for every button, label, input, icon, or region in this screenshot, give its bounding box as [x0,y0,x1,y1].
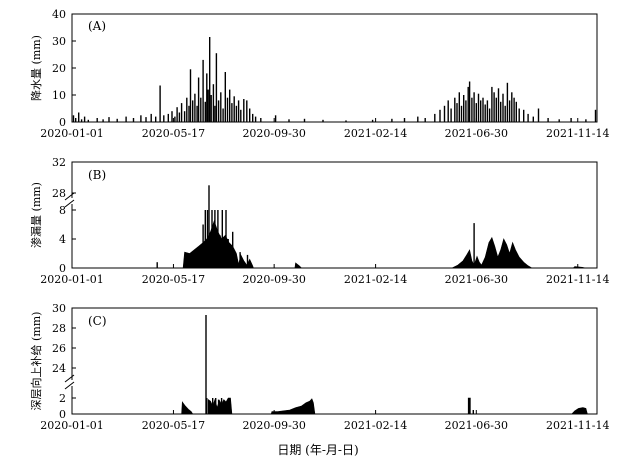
y-tick-label: 0 [59,408,66,421]
x-tick-label: 2020-01-01 [40,127,103,140]
x-tick-label: 2021-02-14 [344,273,407,286]
x-tick-label: 2021-06-30 [445,419,508,432]
area-segment [270,398,316,415]
panel-label: (B) [88,168,106,182]
x-tick-label: 2021-02-14 [344,419,407,432]
x-tick-label: 2020-09-30 [242,419,305,432]
x-tick-label: 2021-11-14 [546,127,609,140]
x-tick-label: 2021-06-30 [445,127,508,140]
panel-label: (C) [88,314,107,328]
axis-break-mark [64,374,75,383]
axis-break-gap [62,198,76,204]
y-tick-label: 40 [52,8,66,21]
panel-a-precipitation: 0 10 20 30 40 2020-01-01 2020-05-17 2020-09-30 2… [29,8,609,140]
axis-break-mark [64,199,75,208]
x-tick-label: 2021-11-14 [546,419,609,432]
plot-frame [71,161,598,269]
panel-b-leakage: 0 4 8 28 32 2020-01-01 2020-05-17 2020-09-30 202… [29,156,609,286]
y-tick-label: 28 [52,187,66,200]
y-tick-label: 30 [52,302,66,315]
x-tick-label: 2020-05-17 [142,273,205,286]
axis-break-gap [62,380,76,386]
x-tick-label: 2021-02-14 [344,127,407,140]
area-segment [571,407,588,415]
panel-label: (A) [88,19,106,33]
x-tick-label: 2020-09-30 [242,127,305,140]
x-tick-label: 2020-01-01 [40,419,103,432]
plot-frame [71,307,598,415]
y-tick-label: 28 [52,322,66,335]
y-tick-label: 20 [52,62,66,75]
area-segment [181,401,194,415]
y-tick-label: 24 [52,362,66,375]
x-axis-title: 日期 (年-月-日) [277,443,358,457]
x-tick-label: 2020-05-17 [142,419,205,432]
y-axis-label: 深层向上补给 (mm) [29,312,43,411]
area-segment [207,397,233,415]
y-tick-label: 2 [59,392,66,405]
y-axis-label: 降水量 (mm) [29,35,43,101]
area-segment [294,262,303,269]
axis-break-mark [64,192,75,201]
area-segment [467,397,471,415]
y-tick-label: 10 [52,89,66,102]
x-tick-label: 2021-11-14 [546,273,609,286]
axis-break-mark [64,381,75,390]
x-tick-label: 2020-05-17 [142,127,205,140]
y-tick-label: 4 [59,233,66,246]
x-tick-label: 2020-09-30 [242,273,305,286]
y-tick-label: 26 [52,342,66,355]
panel-c-upward-recharge: 0 2 24 26 28 30 2020-01-01 2020-05-17 2020-09-30… [29,302,609,432]
x-tick-label: 2020-01-01 [40,273,103,286]
y-tick-label: 8 [59,204,66,217]
y-tick-label: 0 [59,116,66,129]
y-axis-label: 渗漏量 (mm) [29,182,43,248]
plot-frame [71,13,598,123]
y-tick-label: 30 [52,35,66,48]
y-tick-label: 32 [52,156,66,169]
area-segment [451,236,533,269]
x-tick-label: 2021-06-30 [445,273,508,286]
y-tick-label: 0 [59,262,66,275]
